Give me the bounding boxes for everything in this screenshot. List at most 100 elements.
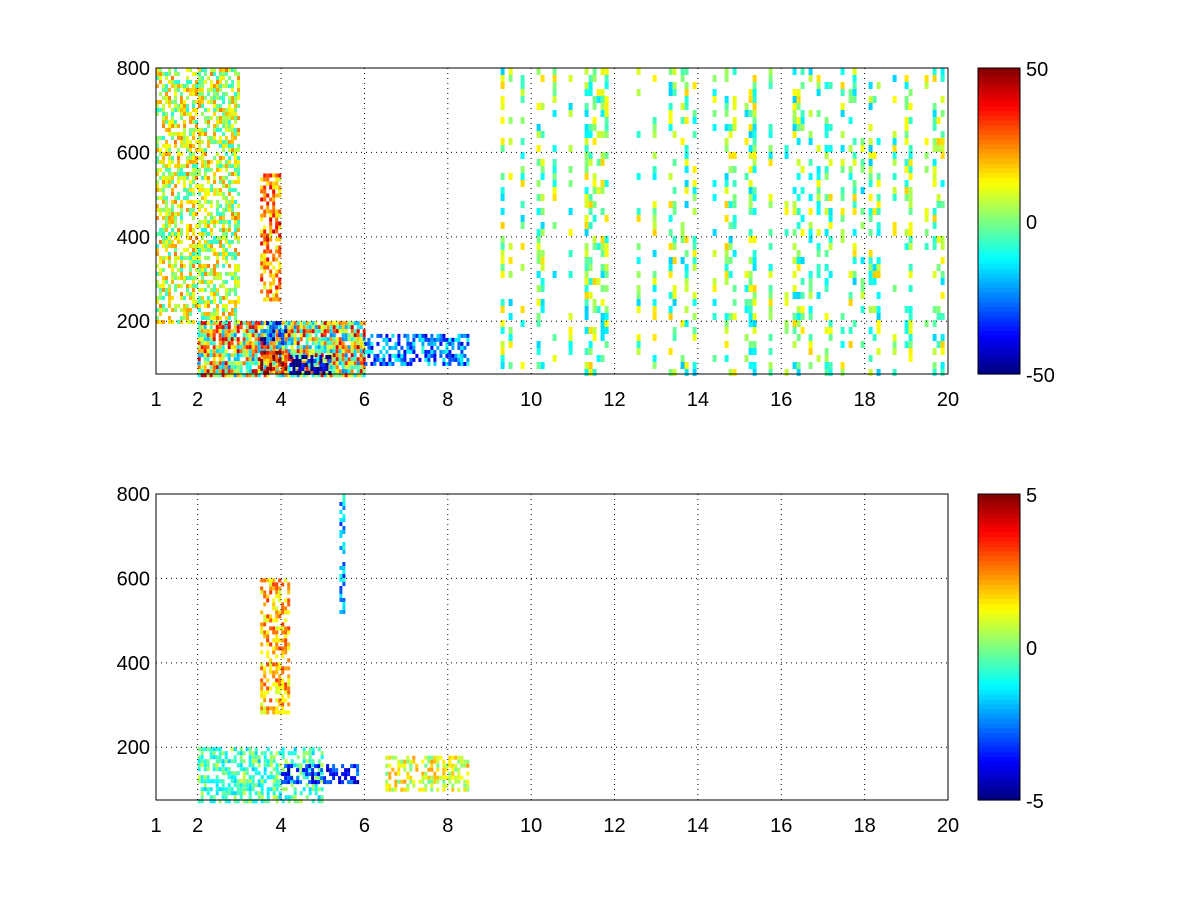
heatmap-cell xyxy=(353,357,357,362)
heatmap-cell xyxy=(198,144,201,148)
heatmap-cell xyxy=(412,779,416,784)
heatmap-cell xyxy=(317,764,321,769)
heatmap-cell xyxy=(335,325,339,330)
heatmap-cell xyxy=(177,84,180,88)
heatmap-cell xyxy=(204,268,207,272)
heatmap-cell xyxy=(221,325,225,330)
heatmap-cell xyxy=(748,362,753,369)
heatmap-cell xyxy=(168,284,171,288)
heatmap-cell xyxy=(200,373,204,378)
heatmap-cell xyxy=(808,68,813,75)
heatmap-cell xyxy=(412,755,416,760)
heatmap-cell xyxy=(311,747,315,752)
heatmap-cell xyxy=(391,755,395,760)
heatmap-cell xyxy=(198,248,201,252)
heatmap-cell xyxy=(225,168,228,172)
heatmap-cell xyxy=(500,299,505,306)
heatmap-cell xyxy=(536,145,541,152)
heatmap-cell xyxy=(692,313,697,320)
heatmap-cell xyxy=(263,265,267,270)
heatmap-cell xyxy=(237,92,240,96)
heatmap-cell xyxy=(245,747,249,752)
heatmap-cell xyxy=(278,678,282,683)
heatmap-cell xyxy=(206,779,210,784)
heatmap-cell xyxy=(263,771,267,776)
heatmap-cell xyxy=(197,775,201,780)
heatmap-cell xyxy=(174,92,177,96)
heatmap-cell xyxy=(932,110,937,117)
heatmap-cell xyxy=(260,337,264,342)
heatmap-cell xyxy=(816,166,821,173)
heatmap-cell xyxy=(254,791,258,796)
heatmap-cell xyxy=(216,76,219,80)
heatmap-cell xyxy=(215,767,219,772)
heatmap-cell xyxy=(171,112,174,116)
heatmap-cell xyxy=(231,84,234,88)
heatmap-cell xyxy=(908,103,913,110)
heatmap-cell xyxy=(254,771,258,776)
heatmap-cell xyxy=(436,779,440,784)
heatmap-cell xyxy=(171,296,174,300)
heatmap-cell xyxy=(203,783,207,788)
heatmap-cell xyxy=(219,188,222,192)
heatmap-cell xyxy=(197,349,201,354)
heatmap-cell xyxy=(245,321,249,326)
heatmap-cell xyxy=(236,353,240,358)
heatmap-cell xyxy=(908,187,913,194)
heatmap-cell xyxy=(293,337,297,342)
heatmap-cell xyxy=(287,658,291,663)
heatmap-cell xyxy=(266,201,270,206)
heatmap-cell xyxy=(225,280,228,284)
heatmap-cell xyxy=(298,363,302,367)
heatmap-cell xyxy=(231,164,234,168)
heatmap-cell xyxy=(904,187,909,194)
heatmap-cell xyxy=(234,252,237,256)
colorbar-tick-label: 5 xyxy=(1026,485,1037,507)
heatmap-cell xyxy=(269,269,273,274)
colorbar-segment xyxy=(978,77,1020,83)
heatmap-cell xyxy=(269,281,273,286)
heatmap-cell xyxy=(224,341,228,346)
heatmap-cell xyxy=(201,204,204,208)
colorbar-segment xyxy=(978,264,1020,270)
heatmap-cell xyxy=(400,779,404,784)
heatmap-cell xyxy=(457,771,461,776)
heatmap-cell xyxy=(342,542,346,546)
heatmap-cell xyxy=(872,306,877,313)
heatmap-cell xyxy=(275,698,279,703)
heatmap-cell xyxy=(347,768,351,773)
heatmap-cell xyxy=(236,783,240,788)
heatmap-cell xyxy=(198,104,201,108)
heatmap-cell xyxy=(260,686,264,691)
heatmap-cell xyxy=(272,662,276,667)
heatmap-cell xyxy=(868,306,873,313)
heatmap-cell xyxy=(284,646,288,651)
heatmap-cell xyxy=(400,353,404,358)
heatmap-cell xyxy=(219,144,222,148)
heatmap-cell xyxy=(397,357,401,362)
heatmap-cell xyxy=(424,349,428,354)
heatmap-cell xyxy=(347,345,351,350)
heatmap-cell xyxy=(207,220,210,224)
heatmap-cell xyxy=(680,236,685,243)
heatmap-cell xyxy=(221,337,225,342)
heatmap-cell xyxy=(568,313,573,320)
heatmap-cell xyxy=(463,333,467,338)
heatmap-cell xyxy=(317,337,321,342)
heatmap-cell xyxy=(932,362,937,369)
heatmap-cell xyxy=(237,228,240,232)
heatmap-cell xyxy=(508,68,513,75)
heatmap-cell xyxy=(272,602,276,607)
heatmap-cell xyxy=(237,168,240,172)
heatmap-cell xyxy=(263,285,267,290)
heatmap-cell xyxy=(433,361,437,366)
heatmap-cell xyxy=(272,354,276,359)
heatmap-cell xyxy=(207,248,210,252)
heatmap-cell xyxy=(269,321,273,326)
heatmap-cell xyxy=(284,354,288,359)
heatmap-cell xyxy=(520,306,525,313)
heatmap-cell xyxy=(239,325,243,330)
heatmap-cell xyxy=(269,213,273,218)
heatmap-cell xyxy=(311,321,315,326)
heatmap-cell xyxy=(284,578,288,583)
